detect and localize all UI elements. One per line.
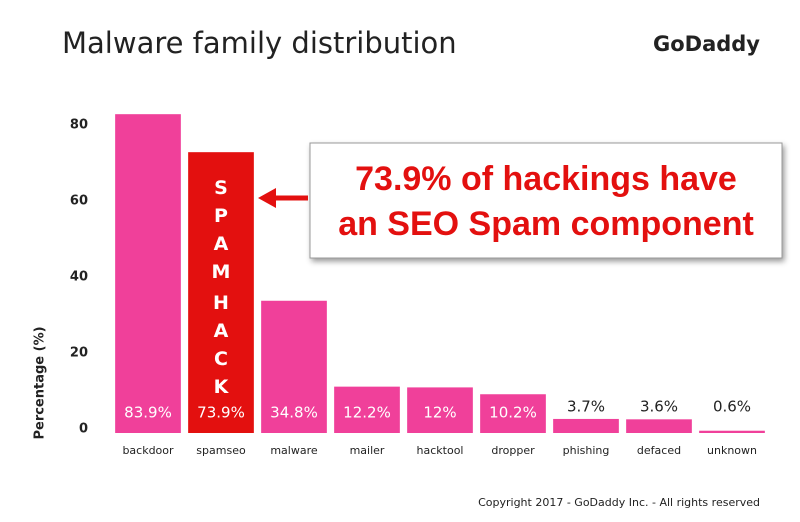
value-label: 10.2% [489, 404, 537, 422]
value-label: 3.7% [567, 398, 605, 416]
y-axis-label: Percentage (%) [33, 326, 48, 439]
x-tick-label: dropper [491, 444, 535, 457]
x-tick-label: malware [270, 444, 318, 457]
y-tick-label: 20 [70, 346, 88, 361]
value-label: 12.2% [343, 404, 391, 422]
bar [334, 386, 400, 433]
value-label: 73.9% [197, 404, 245, 422]
bar-annotation: HACK [210, 292, 232, 404]
x-tick-label: hacktool [417, 444, 464, 457]
x-tick-label: unknown [707, 444, 757, 457]
bar [407, 387, 473, 433]
callout-arrowhead [258, 188, 276, 208]
bar [626, 419, 692, 433]
bar [188, 152, 254, 433]
chart-title: Malware family distribution [62, 26, 457, 60]
logo: GoDaddy [653, 32, 760, 56]
bar [480, 394, 546, 433]
bar [261, 300, 327, 433]
value-label: 83.9% [124, 404, 172, 422]
bar-annotation: SPAM [210, 177, 232, 289]
x-tick-label: defaced [637, 444, 681, 457]
x-tick-label: mailer [350, 444, 385, 457]
y-tick-label: 80 [70, 118, 88, 133]
y-tick-label: 60 [70, 194, 88, 209]
y-tick-label: 0 [79, 422, 88, 437]
x-tick-label: backdoor [122, 444, 174, 457]
value-label: 34.8% [270, 404, 318, 422]
value-label: 3.6% [640, 398, 678, 416]
footer: Copyright 2017 - GoDaddy Inc. - All righ… [478, 496, 760, 509]
callout-text: 73.9% of hackings have [355, 160, 737, 198]
callout-box [309, 142, 783, 259]
value-label: 0.6% [713, 398, 751, 416]
bar [115, 114, 181, 434]
x-tick-label: spamseo [196, 444, 246, 457]
bar [553, 418, 619, 433]
x-tick-label: phishing [563, 444, 610, 457]
callout-text: an SEO Spam component [338, 205, 754, 243]
value-label: 12% [423, 404, 456, 422]
y-tick-label: 40 [70, 270, 88, 285]
bar [699, 430, 765, 433]
